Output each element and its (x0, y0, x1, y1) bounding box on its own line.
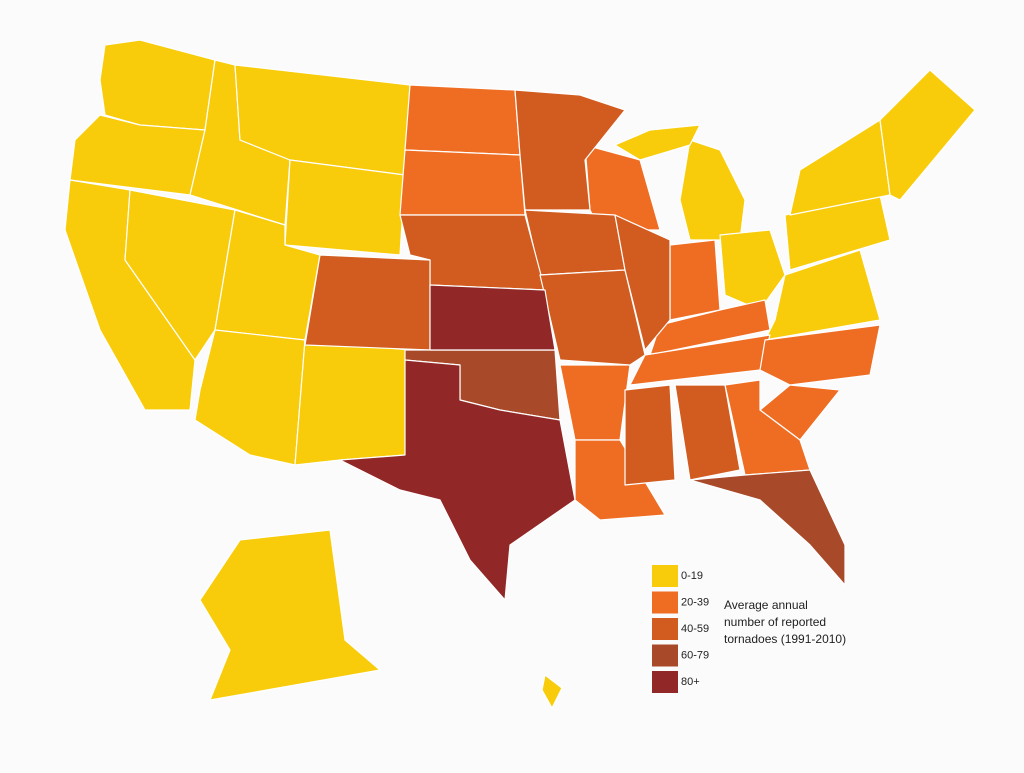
state (559, 364, 631, 441)
state (614, 214, 671, 351)
state (124, 189, 236, 361)
legend-label: 20-39 (681, 596, 709, 608)
legend-label: 60-79 (681, 649, 709, 661)
legend-caption: Average annual (724, 598, 808, 612)
state (674, 384, 741, 481)
state (194, 329, 306, 466)
legend-label: 40-59 (681, 623, 709, 635)
state (719, 229, 786, 311)
legend-caption: tornadoes (1991-2010) (724, 632, 846, 646)
state (689, 469, 846, 586)
state (304, 254, 431, 351)
state (541, 674, 563, 709)
state (429, 284, 556, 351)
legend-label: 0-19 (681, 570, 703, 582)
state (759, 324, 881, 386)
state (614, 124, 701, 161)
state (514, 89, 626, 211)
state (284, 159, 406, 256)
legend: 0-19 20-39 40-59 60-79 80+ (652, 565, 709, 693)
legend-swatch (652, 591, 678, 614)
state (539, 269, 646, 366)
legend-swatch (652, 618, 678, 640)
legend-label: 80+ (681, 676, 700, 688)
legend-caption: number of reported (724, 615, 826, 629)
state (879, 69, 976, 201)
state (679, 139, 746, 241)
state (764, 249, 881, 341)
states (64, 39, 976, 709)
legend-swatch (652, 565, 678, 587)
state (669, 239, 721, 321)
legend-swatch (652, 644, 678, 667)
state (294, 339, 411, 466)
state (404, 84, 521, 156)
state (624, 384, 676, 486)
state (649, 299, 771, 356)
state (99, 39, 216, 131)
state (339, 359, 576, 601)
legend-swatch (652, 671, 678, 693)
state (524, 209, 626, 276)
state (199, 529, 381, 701)
state (574, 439, 666, 521)
state (399, 149, 526, 216)
